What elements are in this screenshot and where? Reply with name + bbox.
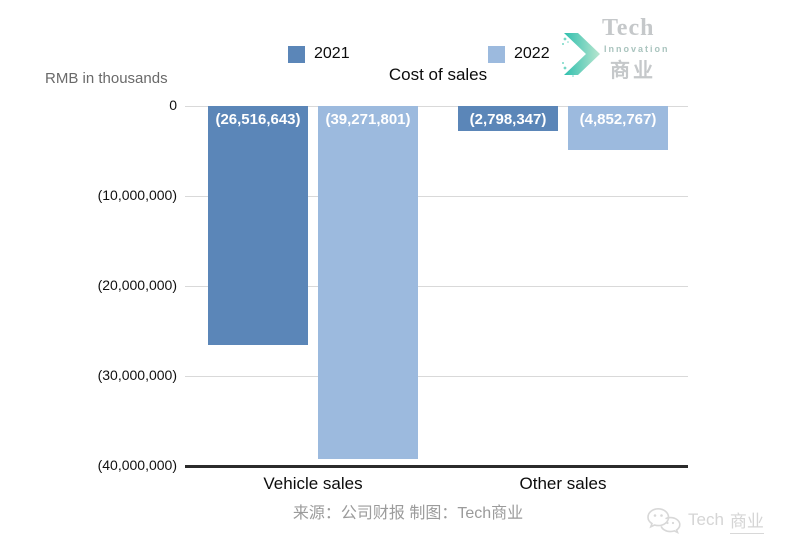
gridline — [185, 286, 688, 287]
legend-item-2022: 2022 — [488, 45, 550, 63]
source-caption: 来源：公司财报 制图：Tech商业 — [292, 505, 524, 522]
bar-value-label: (4,852,767) — [579, 111, 657, 128]
bar-2021-vehicle-sales: (26,516,643) — [208, 106, 308, 345]
gridline — [185, 376, 688, 377]
chevron-icon — [562, 33, 600, 77]
bar-2021-other-sales: (2,798,347) — [458, 106, 558, 131]
y-tick-label: (30,000,000) — [97, 367, 177, 383]
watermark-text-cn: 商业 — [729, 507, 764, 534]
logo-text-sub: Innovation — [604, 44, 670, 54]
logo-text-en: Tech — [602, 15, 655, 41]
bar-2022-vehicle-sales: (39,271,801) — [318, 106, 418, 459]
legend-swatch-2021 — [288, 45, 305, 63]
legend-swatch-2022 — [488, 45, 505, 63]
y-tick-label: 0 — [169, 97, 177, 113]
logo-text-cn: 商业 — [610, 60, 656, 82]
y-axis-unit-label: RMB in thousands — [45, 70, 168, 87]
chart-title: Cost of sales — [388, 65, 488, 84]
bar-value-label: (26,516,643) — [215, 111, 301, 128]
gridline — [185, 196, 688, 197]
legend-label-2021: 2021 — [314, 45, 350, 62]
bar-2022-other-sales: (4,852,767) — [568, 106, 668, 150]
legend-label-2022: 2022 — [514, 45, 550, 62]
x-axis-line — [185, 465, 688, 468]
y-tick-label: (40,000,000) — [97, 457, 177, 473]
y-tick-label: (10,000,000) — [97, 187, 177, 203]
x-category-label: Other sales — [519, 474, 607, 493]
bar-value-label: (39,271,801) — [325, 111, 411, 128]
gridline — [185, 106, 688, 107]
x-category-label: Vehicle sales — [263, 474, 363, 493]
plot-area: (26,516,643) (39,271,801) (2,798,347) (4,85… — [185, 106, 688, 468]
watermark-text-en: Tech — [688, 510, 724, 529]
legend-item-2021: 2021 — [288, 45, 350, 63]
bottom-watermark: Tech 商业 — [646, 506, 764, 534]
brand-logo: Tech Innovation 商业 — [561, 13, 686, 82]
wechat-icon — [647, 507, 681, 534]
bar-value-label: (2,798,347) — [469, 111, 547, 128]
y-tick-label: (20,000,000) — [97, 277, 177, 293]
